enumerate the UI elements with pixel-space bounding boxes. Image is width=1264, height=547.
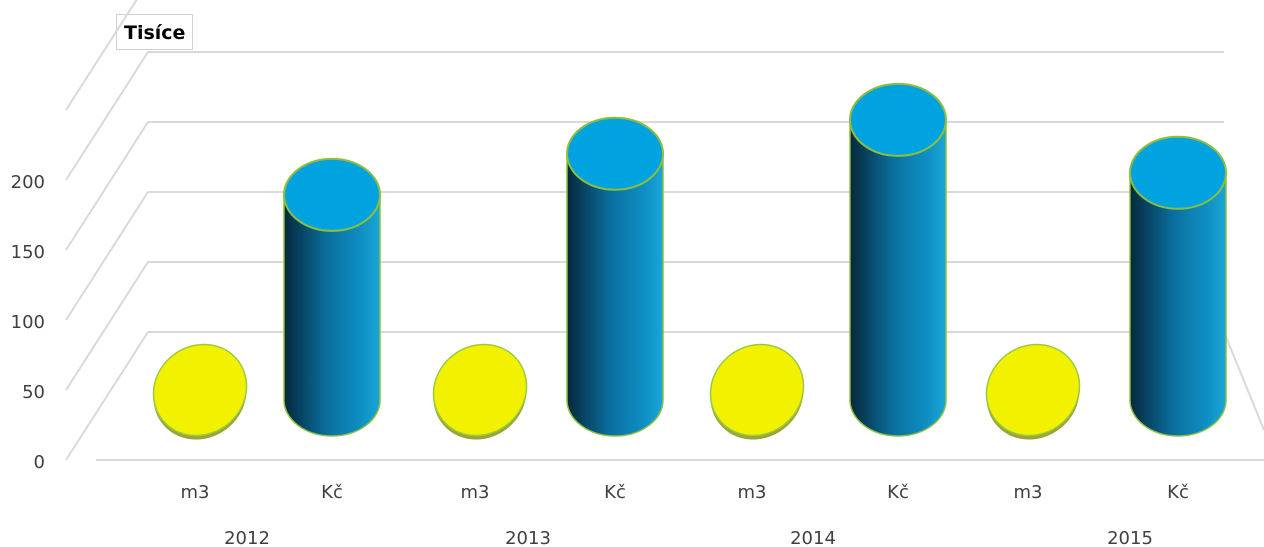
bar-disc	[432, 343, 528, 437]
bars	[152, 82, 1227, 440]
y-tick-label: 50	[22, 382, 45, 403]
bar-cylinder-top	[849, 82, 947, 157]
category-label: Kč	[604, 482, 626, 503]
bar-cylinder-top	[283, 157, 381, 232]
group-labels: 2012 2013 2014 2015	[224, 528, 1153, 547]
group-label: 2013	[505, 528, 551, 547]
y-tick-label: 150	[11, 242, 45, 263]
floor-side-edge	[1223, 331, 1264, 431]
category-labels: m3 Kč m3 Kč m3 Kč m3 Kč	[181, 482, 1189, 503]
bar-disc	[152, 343, 248, 437]
gridline	[65, 0, 138, 111]
bar-cylinder-top	[566, 116, 664, 191]
gridline	[65, 51, 1224, 181]
group-label: 2012	[224, 528, 270, 547]
y-axis-ticks: 0 50 100 150 200	[11, 172, 45, 473]
group-label: 2015	[1107, 528, 1153, 547]
bar-cylinder-body	[566, 152, 664, 437]
bar-cylinder-body	[849, 119, 947, 437]
y-tick-label: 200	[11, 172, 45, 193]
group-label: 2014	[790, 528, 836, 547]
y-tick-label: 100	[11, 312, 45, 333]
bar-disc	[985, 343, 1081, 437]
bar-cylinder-top	[1129, 135, 1227, 210]
unit-label: Tisíce	[116, 14, 194, 50]
bar-cylinder-body	[283, 194, 381, 437]
category-label: m3	[738, 482, 767, 503]
category-label: m3	[461, 482, 490, 503]
y-tick-label: 0	[34, 452, 45, 473]
bar-disc	[709, 343, 805, 437]
category-label: m3	[1014, 482, 1043, 503]
category-label: Kč	[1167, 482, 1189, 503]
bar-cylinder-body	[1129, 172, 1227, 437]
category-label: Kč	[321, 482, 343, 503]
category-label: Kč	[887, 482, 909, 503]
category-label: m3	[181, 482, 210, 503]
